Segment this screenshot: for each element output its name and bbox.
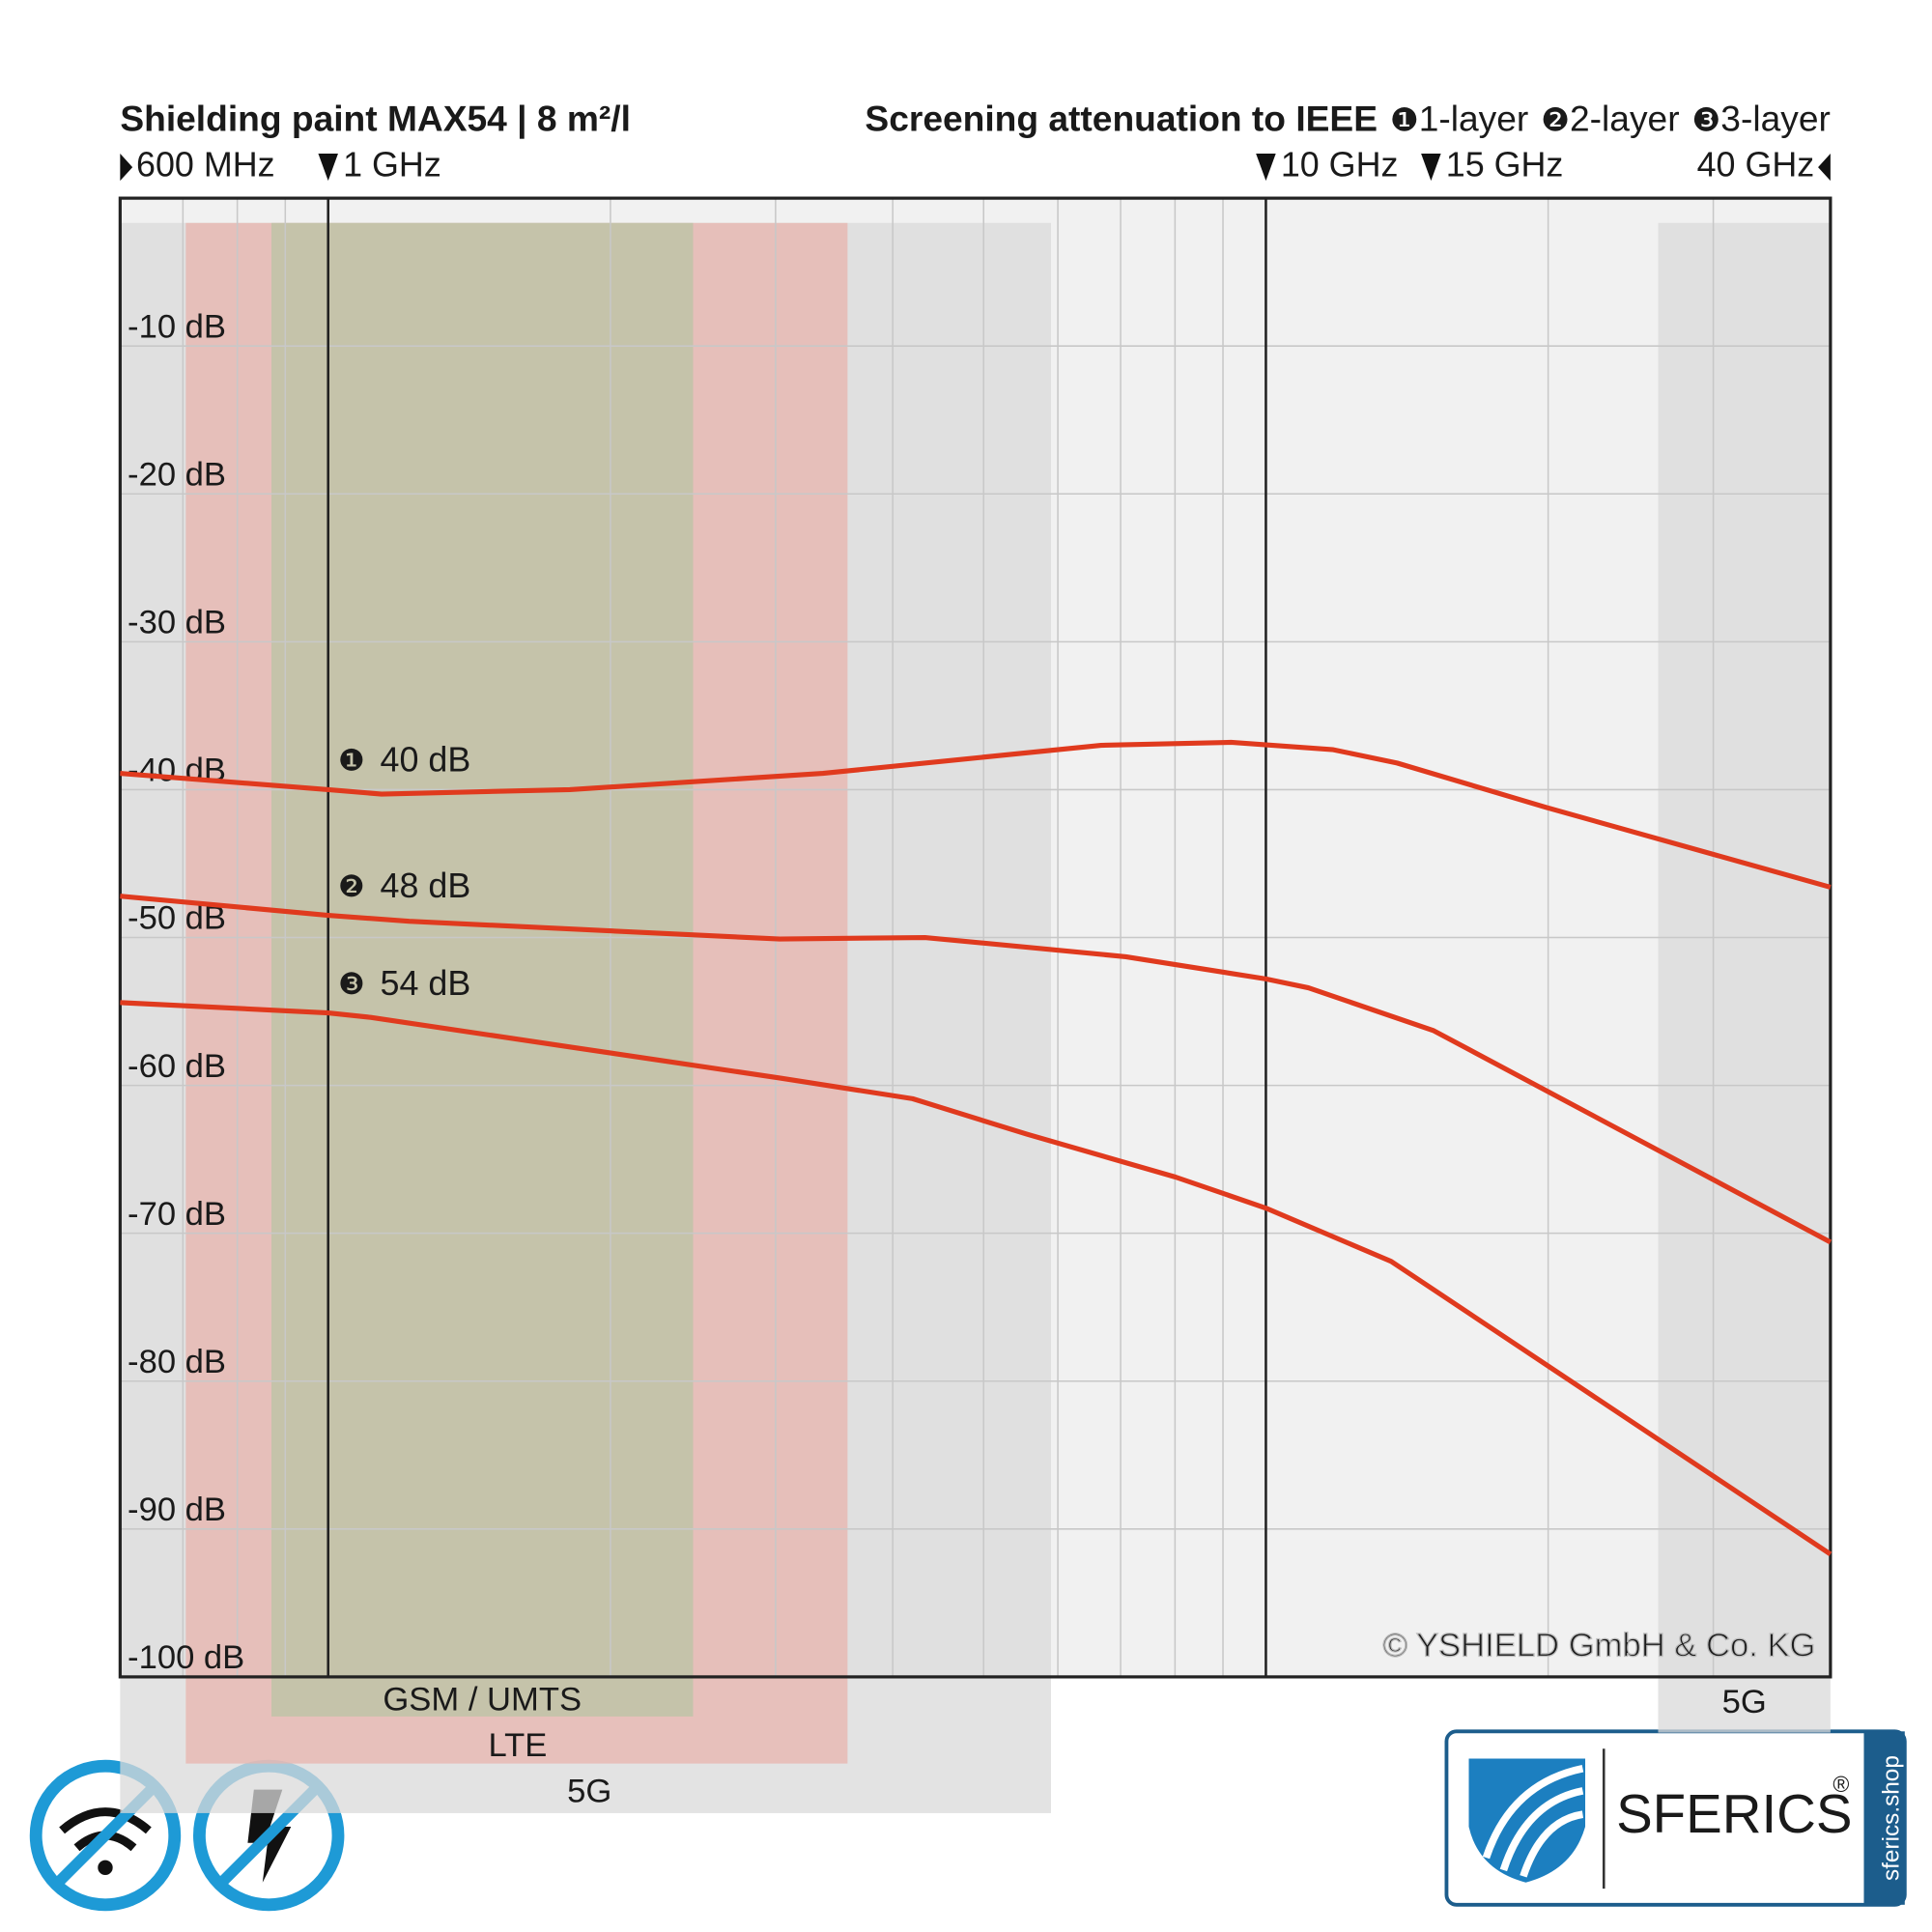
chart-title: Shielding paint MAX54 | 8 m²/l bbox=[120, 98, 631, 139]
x-tick-label: 40 GHz bbox=[1697, 146, 1815, 185]
legend-badge: ❶ bbox=[1390, 100, 1419, 138]
legend-title: Screening attenuation to IEEE bbox=[865, 98, 1378, 138]
y-tick-label: -70 dB bbox=[128, 1196, 226, 1233]
series-line bbox=[120, 1000, 1833, 1556]
legend-label: 1-layer bbox=[1419, 98, 1529, 138]
annotation: 48 dB bbox=[381, 867, 471, 905]
legend-badge: ❷ bbox=[1541, 100, 1570, 138]
x-tick-label: 10 GHz bbox=[1281, 146, 1399, 185]
copyright: © YSHIELD GmbH & Co. KG bbox=[1382, 1627, 1815, 1663]
y-tick-label: -100 dB bbox=[128, 1639, 244, 1676]
x-tick-marker bbox=[1256, 153, 1276, 182]
y-tick-label: -90 dB bbox=[128, 1492, 226, 1528]
x-tick-label: 15 GHz bbox=[1446, 146, 1564, 185]
y-tick-label: -20 dB bbox=[128, 456, 226, 493]
legend: Screening attenuation to IEEE ❶1-layer ❷2-… bbox=[865, 98, 1830, 138]
logo-brand: SFERICS bbox=[1616, 1783, 1852, 1844]
band bbox=[271, 222, 694, 1717]
logo-url: sferics.shop bbox=[1878, 1755, 1904, 1881]
x-tick-label: 600 MHz bbox=[136, 146, 275, 185]
plot-frame bbox=[118, 196, 1833, 1679]
annotation: 54 dB bbox=[381, 964, 471, 1003]
band-label: 5G bbox=[1722, 1684, 1767, 1720]
band bbox=[1658, 222, 1831, 1733]
legend-label: 3-layer bbox=[1720, 98, 1831, 138]
band-label: 5G bbox=[567, 1774, 611, 1810]
y-tick-label: -80 dB bbox=[128, 1344, 226, 1380]
logo-mark: ® bbox=[1833, 1772, 1849, 1797]
legend-badge: ❸ bbox=[1691, 100, 1720, 138]
x-tick-marker bbox=[1818, 153, 1831, 182]
logo: SFERICS ® sferics.shop bbox=[1444, 1729, 1907, 1907]
series-line bbox=[120, 739, 1832, 890]
annotation-badge: ❸ bbox=[338, 967, 365, 1002]
y-tick-label: -40 dB bbox=[128, 753, 226, 789]
legend-label: 2-layer bbox=[1570, 98, 1680, 138]
y-tick-label: -60 dB bbox=[128, 1048, 226, 1085]
x-tick-marker bbox=[318, 153, 338, 182]
series-line bbox=[120, 894, 1833, 1245]
annotation: 40 dB bbox=[381, 741, 471, 780]
annotation-badge: ❷ bbox=[338, 869, 365, 904]
x-tick-marker bbox=[1421, 153, 1441, 182]
band-label: LTE bbox=[488, 1727, 547, 1764]
x-tick-label: 1 GHz bbox=[343, 146, 441, 185]
annotation-badge: ❶ bbox=[338, 744, 365, 779]
x-tick-marker bbox=[120, 153, 133, 182]
band-label: GSM / UMTS bbox=[383, 1682, 582, 1719]
y-tick-label: -10 dB bbox=[128, 308, 226, 345]
y-tick-label: -30 dB bbox=[128, 605, 226, 641]
